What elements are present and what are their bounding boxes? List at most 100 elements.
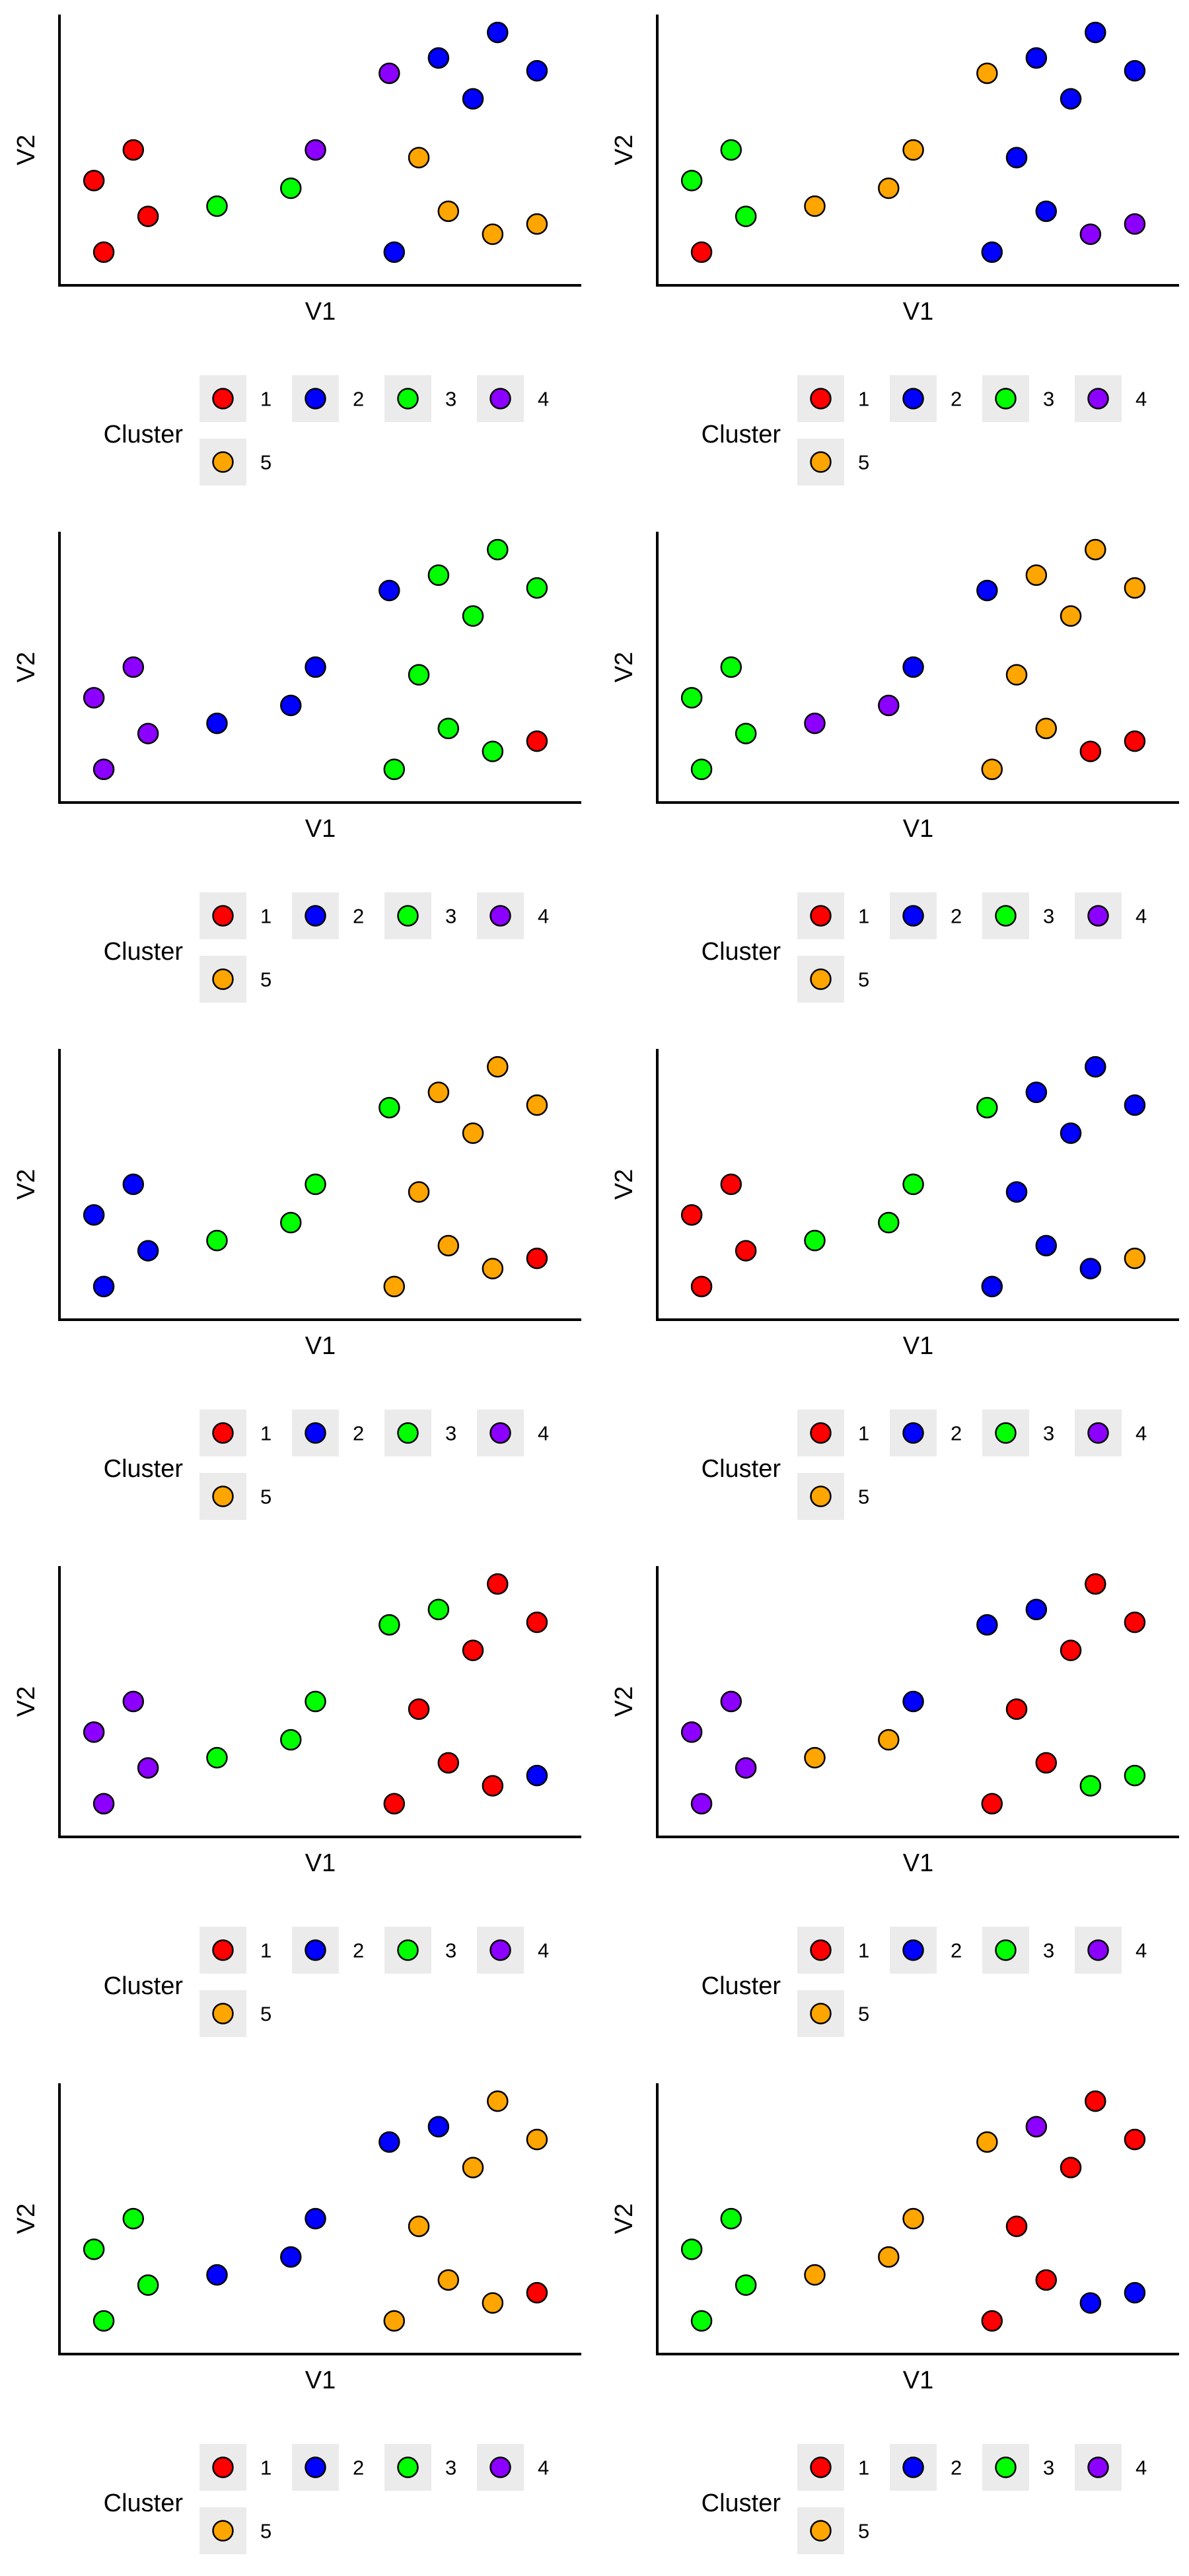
legend-entry-3: 3 [982, 375, 1054, 422]
data-point-cluster-2 [1027, 48, 1046, 68]
data-point-cluster-2 [982, 242, 1002, 262]
data-point-cluster-2 [1081, 1259, 1100, 1279]
data-point-cluster-3 [736, 2275, 756, 2295]
legend-entry-4: 4 [1075, 375, 1147, 422]
x-axis-title: V1 [305, 1849, 336, 1877]
legend-entry-2: 2 [292, 1927, 364, 1974]
legend: Cluster 1 2 3 4 5 [104, 1410, 550, 1520]
legend-title: Cluster [702, 1972, 781, 2000]
cluster-scatter-panel-10: V1 V2 Cluster 1 2 3 4 5 [610, 2083, 1179, 2554]
data-point-cluster-5 [879, 178, 898, 198]
legend-key-swatch [1089, 1941, 1108, 1960]
data-point-cluster-1 [736, 1241, 756, 1261]
data-point-cluster-3 [736, 207, 756, 227]
legend-key-swatch [491, 1423, 511, 1443]
data-point-cluster-5 [805, 1748, 824, 1768]
data-point-cluster-3 [379, 1615, 399, 1635]
data-point-cluster-2 [384, 242, 404, 262]
data-point-cluster-3 [805, 1231, 824, 1250]
data-point-cluster-2 [1061, 89, 1081, 109]
legend-key-swatch [398, 389, 418, 409]
legend-key-swatch [213, 970, 233, 989]
legend-label: 4 [538, 905, 549, 928]
data-point-cluster-3 [1125, 1766, 1145, 1785]
legend-label: 3 [1043, 1422, 1054, 1445]
data-point-cluster-1 [1085, 1574, 1105, 1594]
legend-entry-1: 1 [199, 1410, 271, 1456]
data-point-cluster-2 [1085, 1057, 1105, 1077]
data-point-cluster-4 [1081, 225, 1100, 244]
data-point-cluster-2 [1125, 1095, 1145, 1115]
legend-label: 5 [260, 1485, 271, 1509]
legend-title: Cluster [104, 2489, 184, 2517]
data-point-cluster-5 [384, 1277, 404, 1297]
data-point-cluster-1 [527, 1612, 547, 1632]
data-point-cluster-4 [138, 1758, 158, 1778]
legend-title: Cluster [702, 2489, 781, 2517]
cluster-scatter-panel-7: V1 V2 Cluster 1 2 3 4 5 [13, 1566, 581, 2037]
data-point-cluster-5 [409, 2217, 429, 2236]
legend-label: 2 [951, 2456, 962, 2480]
legend-entry-1: 1 [199, 1927, 271, 1974]
legend-label: 2 [353, 1939, 364, 1962]
legend-entry-5: 5 [797, 2507, 869, 2554]
legend-entry-2: 2 [292, 1410, 364, 1456]
x-axis-title: V1 [305, 2367, 336, 2394]
legend-key-swatch [1089, 2458, 1108, 2478]
y-axis-title: V2 [610, 135, 638, 165]
data-point-cluster-5 [879, 1730, 898, 1750]
legend-entry-5: 5 [199, 2507, 271, 2554]
data-point-cluster-1 [1007, 1699, 1027, 1719]
data-point-cluster-5 [1125, 1248, 1145, 1268]
legend-label: 2 [353, 2456, 364, 2480]
legend-label: 5 [260, 2003, 271, 2026]
data-point-cluster-4 [124, 1692, 143, 1711]
legend-label: 4 [1135, 1422, 1147, 1445]
legend-entry-5: 5 [797, 439, 869, 485]
y-axis-title: V2 [13, 1169, 40, 1199]
legend-title: Cluster [702, 1455, 781, 1483]
legend-label: 4 [1135, 905, 1147, 928]
legend-key-swatch [811, 1487, 831, 1507]
data-point-cluster-3 [429, 565, 449, 585]
legend-label: 4 [538, 388, 549, 411]
legend-label: 4 [538, 1939, 549, 1962]
data-point-cluster-3 [692, 2311, 711, 2331]
legend: Cluster 1 2 3 4 5 [702, 892, 1147, 1003]
data-point-cluster-1 [682, 1205, 702, 1225]
legend-label: 5 [858, 2520, 869, 2543]
legend-label: 3 [1043, 2456, 1054, 2480]
legend-key-swatch [1089, 1423, 1108, 1443]
legend-key-swatch [1089, 906, 1108, 926]
legend-key-swatch [996, 2458, 1016, 2478]
legend-entry-5: 5 [199, 1473, 271, 1520]
data-point-cluster-2 [1081, 2293, 1100, 2313]
cluster-scatter-panel-5: V1 V2 Cluster 1 2 3 4 5 [13, 1049, 581, 1520]
data-point-cluster-3 [84, 2239, 104, 2259]
legend-entry-2: 2 [292, 892, 364, 939]
data-point-cluster-3 [721, 2209, 741, 2229]
legend-key-swatch [811, 1941, 831, 1960]
legend-key-swatch [398, 1423, 418, 1443]
data-point-cluster-5 [439, 1236, 458, 1256]
legend-label: 4 [1135, 2456, 1147, 2480]
legend-label: 1 [858, 388, 869, 411]
data-point-cluster-5 [487, 2091, 507, 2111]
cluster-scatter-panel-1: V1 V2 Cluster 1 2 3 4 5 [13, 15, 581, 485]
data-point-cluster-5 [487, 1057, 507, 1077]
legend-label: 3 [1043, 905, 1054, 928]
legend-label: 3 [445, 905, 456, 928]
data-point-cluster-2 [429, 48, 449, 68]
data-point-cluster-3 [904, 1174, 923, 1194]
data-point-cluster-5 [409, 1182, 429, 1202]
data-point-cluster-2 [138, 1241, 158, 1261]
data-point-cluster-1 [1125, 1612, 1145, 1632]
data-point-cluster-2 [527, 61, 547, 81]
legend-title: Cluster [104, 421, 184, 448]
data-point-cluster-2 [1085, 22, 1105, 42]
legend-label: 2 [353, 1422, 364, 1445]
data-point-cluster-1 [138, 207, 158, 227]
data-point-cluster-5 [977, 63, 997, 83]
data-point-cluster-5 [977, 2132, 997, 2152]
data-point-cluster-2 [1007, 148, 1027, 168]
